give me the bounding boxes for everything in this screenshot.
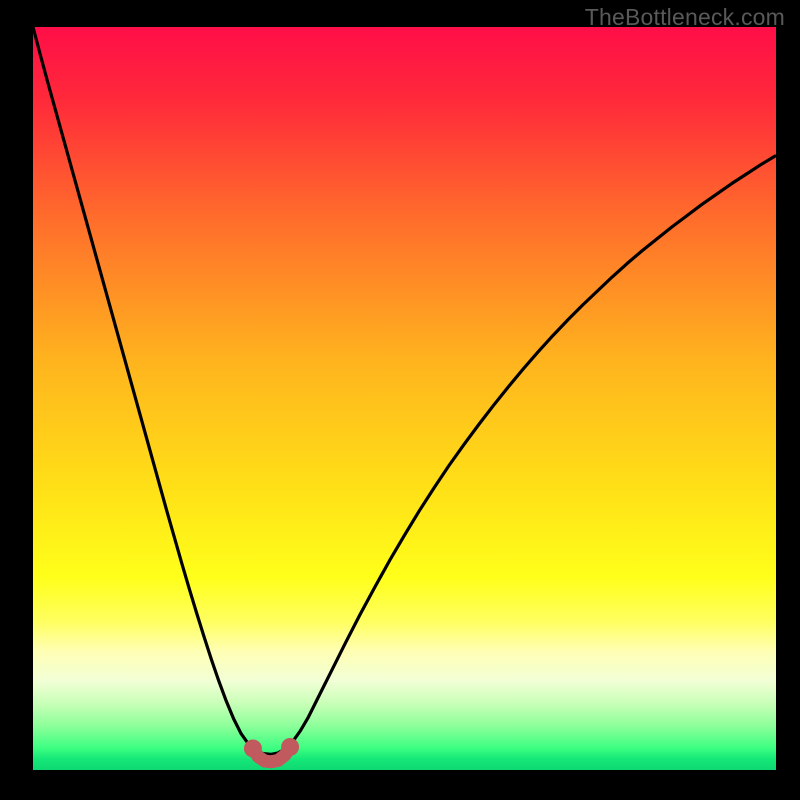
curve-layer (33, 27, 776, 770)
plot-area (33, 27, 776, 770)
bottleneck-curve (33, 27, 776, 754)
trough-marker-dot-right (281, 738, 299, 756)
watermark-text: TheBottleneck.com (585, 4, 785, 31)
trough-marker-dot-left (244, 739, 262, 757)
